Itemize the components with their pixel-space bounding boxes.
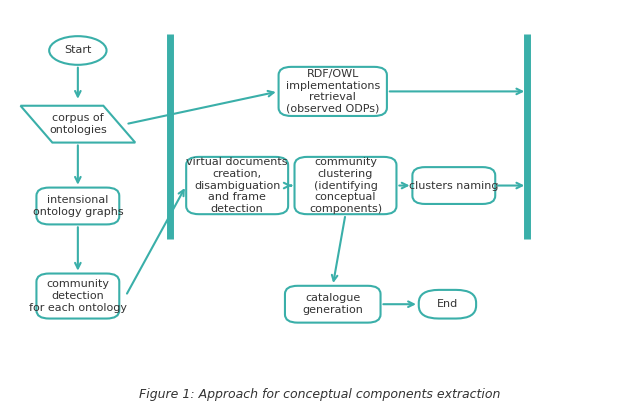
Text: catalogue
generation: catalogue generation xyxy=(302,293,363,315)
Text: RDF/OWL
implementations
retrieval
(observed ODPs): RDF/OWL implementations retrieval (obser… xyxy=(285,69,380,114)
Text: community
clustering
(identifying
conceptual
components): community clustering (identifying concep… xyxy=(309,157,382,214)
Polygon shape xyxy=(20,106,135,143)
FancyBboxPatch shape xyxy=(412,167,495,204)
Text: corpus of
ontologies: corpus of ontologies xyxy=(49,113,107,135)
Text: virtual documents
creation,
disambiguation
and frame
detection: virtual documents creation, disambiguati… xyxy=(186,157,288,214)
Text: Figure 1: Approach for conceptual components extraction: Figure 1: Approach for conceptual compon… xyxy=(140,388,500,401)
Text: clusters naming: clusters naming xyxy=(409,180,499,190)
FancyBboxPatch shape xyxy=(36,187,119,225)
FancyBboxPatch shape xyxy=(186,157,288,214)
Ellipse shape xyxy=(49,36,106,65)
Text: End: End xyxy=(437,299,458,309)
FancyBboxPatch shape xyxy=(278,67,387,116)
Text: community
detection
for each ontology: community detection for each ontology xyxy=(29,279,127,313)
Text: intensional
ontology graphs: intensional ontology graphs xyxy=(33,195,123,217)
Text: Start: Start xyxy=(64,45,92,56)
FancyBboxPatch shape xyxy=(419,290,476,318)
FancyBboxPatch shape xyxy=(285,286,381,323)
FancyBboxPatch shape xyxy=(36,274,119,318)
FancyBboxPatch shape xyxy=(294,157,396,214)
